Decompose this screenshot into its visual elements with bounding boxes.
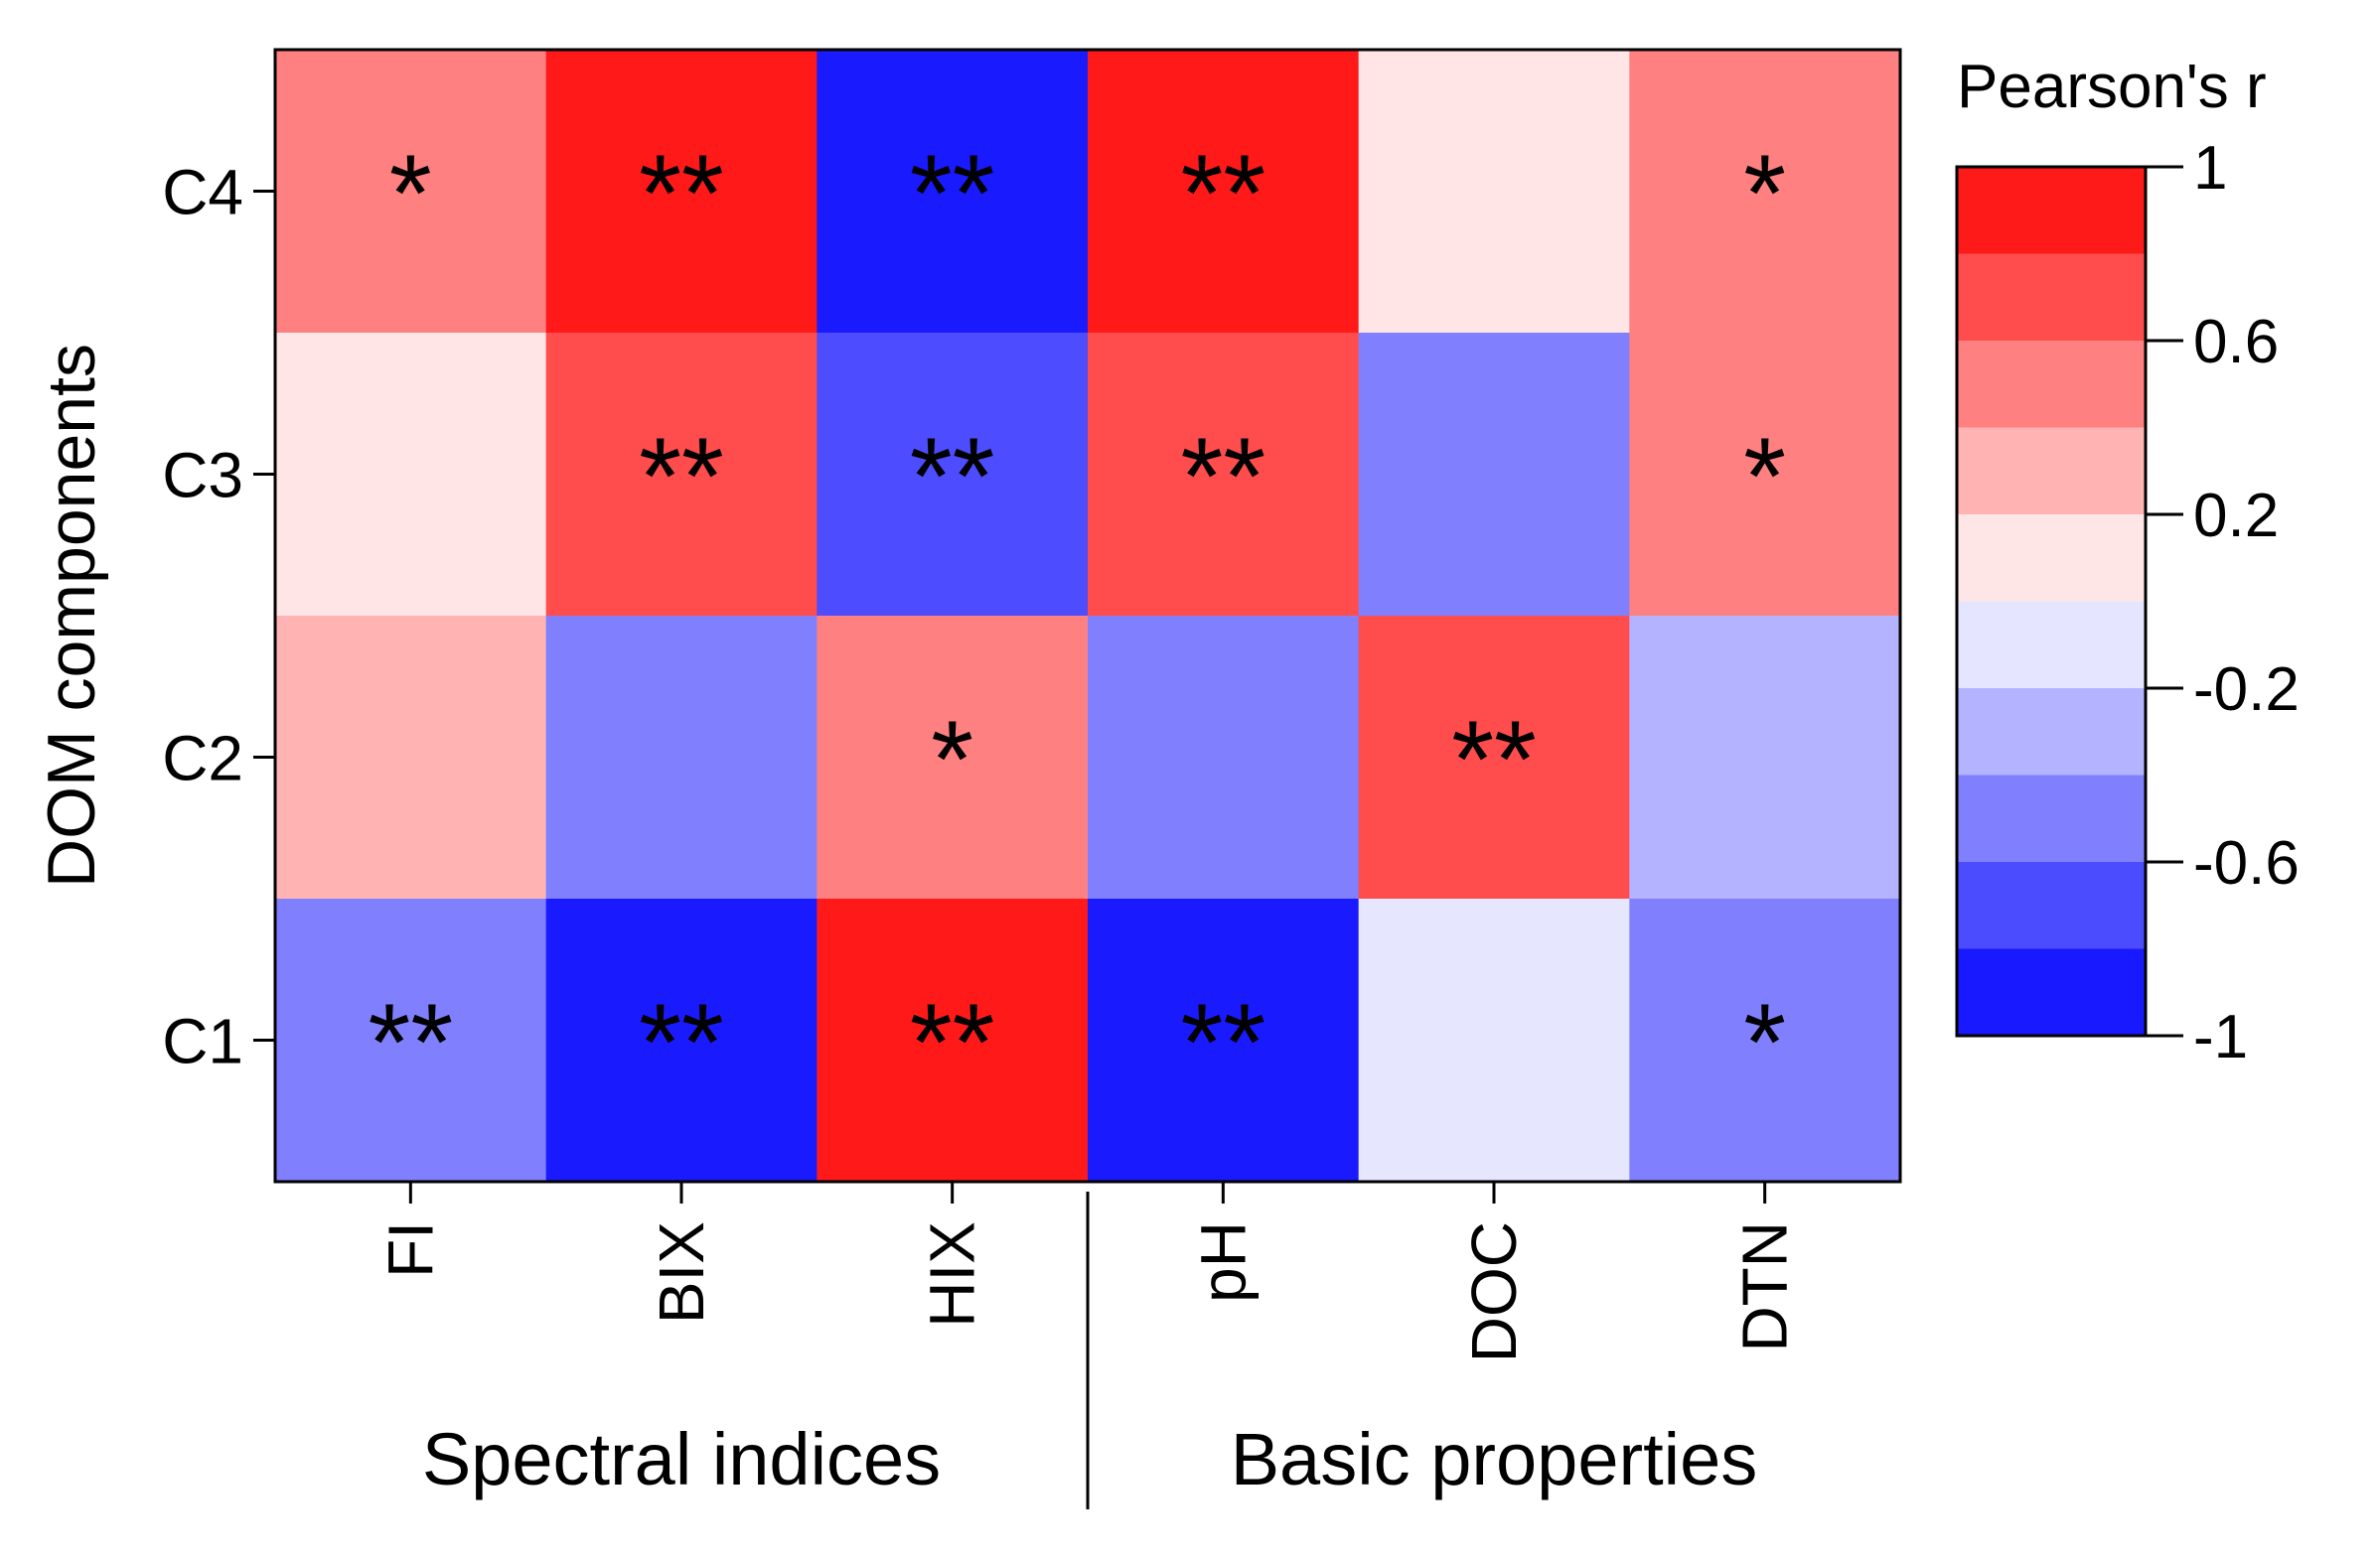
significance-marker: ** — [1451, 699, 1537, 821]
x-tick-label: HIX — [917, 1221, 988, 1328]
heatmap-cell-C2-BIX — [545, 616, 818, 900]
colorbar-segment — [1957, 514, 2146, 603]
x-axis: FI BIX HIX pH DOC DTN Spectral indices Basic pr… — [374, 1182, 1801, 1500]
y-axis: C4 C3 C2 C1 — [162, 157, 275, 1077]
column-group-label: Spectral indices — [422, 1418, 941, 1500]
colorbar-segment — [1957, 688, 2146, 777]
y-axis-title: DOM components — [34, 344, 109, 888]
significance-marker: ** — [639, 133, 724, 255]
heatmap-cell-C3-HIX — [817, 333, 1089, 617]
heatmap-cell-C1-DTN — [1629, 899, 1901, 1183]
heatmap-cell-C4-DTN — [1629, 50, 1901, 334]
heatmap-cell-C1-DOC — [1358, 899, 1630, 1183]
heatmap-cell-C1-BIX — [545, 899, 818, 1183]
heatmap-cell-C2-HIX — [817, 616, 1089, 900]
colorbar-segment — [1957, 862, 2146, 950]
heatmap-cell-C4-HIX — [817, 50, 1089, 334]
x-tick-label: FI — [374, 1221, 446, 1278]
significance-markers: * ** ** ** *** ** ** ** **** ** ** ** * — [369, 133, 1787, 1104]
heatmap-cell-C2-pH — [1088, 616, 1360, 900]
significance-marker: * — [389, 133, 432, 255]
heatmap-cell-C3-DTN — [1629, 333, 1901, 617]
heatmap-cell-C4-pH — [1088, 50, 1360, 334]
heatmap-cell-C4-FI — [275, 50, 547, 334]
colorbar-segment — [1957, 253, 2146, 342]
significance-marker: * — [931, 699, 973, 821]
y-tick-label: C4 — [162, 157, 243, 228]
significance-marker: ** — [910, 133, 995, 255]
significance-marker: ** — [369, 982, 454, 1104]
heatmap-cell-C2-DOC — [1358, 616, 1630, 900]
heatmap-cell-C3-BIX — [545, 333, 818, 617]
colorbar: 1 0.6 0.2 -0.2 -0.6 -1 — [1955, 134, 2300, 1071]
colorbar-tick-label: 0.6 — [2193, 308, 2279, 376]
heatmap-cell-C3-pH — [1088, 333, 1360, 617]
heatmap-cell-C4-BIX — [545, 50, 818, 334]
colorbar-frame — [1955, 165, 2148, 1038]
plot-frame — [273, 48, 1902, 1184]
colorbar-tick-label: -0.2 — [2193, 655, 2300, 724]
significance-marker: * — [1743, 982, 1786, 1104]
significance-marker: ** — [1181, 416, 1266, 538]
heatmap-cell-C4-DOC — [1358, 50, 1630, 334]
heatmap-cell-C1-FI — [275, 899, 547, 1183]
x-tick-label: pH — [1187, 1221, 1259, 1303]
heatmap-cell-C2-DTN — [1629, 616, 1901, 900]
colorbar-title: Pearson's r — [1957, 53, 2267, 121]
colorbar-tick-label: 1 — [2193, 134, 2227, 203]
significance-marker: ** — [639, 416, 724, 538]
colorbar-segment — [1957, 167, 2146, 255]
heatmap-cell-C3-FI — [275, 333, 547, 617]
y-tick-label: C2 — [162, 723, 243, 794]
significance-marker: ** — [910, 416, 995, 538]
significance-marker: ** — [910, 982, 995, 1104]
heatmap-cell-C3-DOC — [1358, 333, 1630, 617]
heatmap-cell-C1-pH — [1088, 899, 1360, 1183]
colorbar-tick-label: -0.6 — [2193, 829, 2300, 898]
x-tick-label: BIX — [646, 1221, 717, 1324]
y-tick-label: C3 — [162, 440, 243, 511]
colorbar-segment — [1957, 948, 2146, 1037]
column-group-label: Basic properties — [1231, 1418, 1758, 1500]
colorbar-segment — [1957, 427, 2146, 515]
colorbar-segment — [1957, 341, 2146, 429]
significance-marker: ** — [1181, 982, 1266, 1104]
colorbar-segment — [1957, 601, 2146, 689]
significance-marker: ** — [639, 982, 724, 1104]
significance-marker: ** — [1181, 133, 1266, 255]
x-tick-label: DTN — [1729, 1221, 1801, 1352]
y-tick-label: C1 — [162, 1006, 243, 1077]
x-tick-label: DOC — [1458, 1221, 1530, 1362]
heatmap-cell-C1-HIX — [817, 899, 1089, 1183]
heatmap-cell-C2-FI — [275, 616, 547, 900]
significance-marker: * — [1743, 133, 1786, 255]
colorbar-segment — [1957, 775, 2146, 863]
colorbar-tick-label: -1 — [2193, 1003, 2248, 1071]
heatmap-cells — [275, 50, 1901, 1183]
significance-marker: * — [1743, 416, 1786, 538]
colorbar-tick-label: 0.2 — [2193, 482, 2279, 550]
